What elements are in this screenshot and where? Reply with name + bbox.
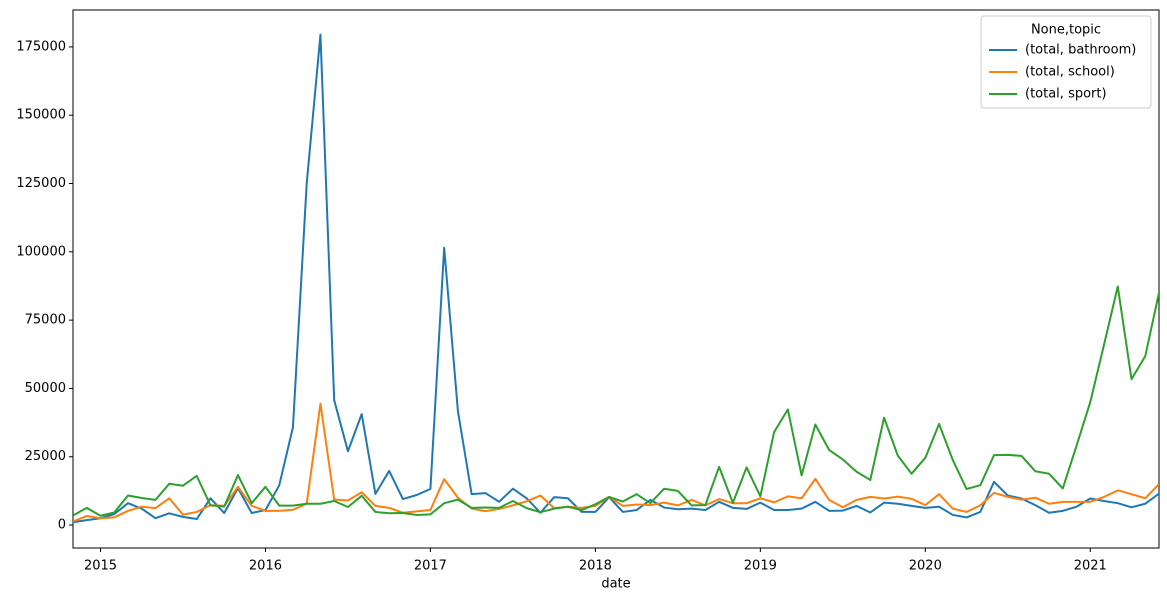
x-tick-label: 2018	[579, 559, 612, 574]
legend-box	[980, 15, 1152, 109]
series-line	[73, 285, 1159, 517]
x-tick-label: 2019	[744, 559, 777, 574]
x-axis-label: date	[601, 577, 630, 592]
y-tick-label: 100000	[16, 244, 66, 259]
y-tick-label: 175000	[16, 39, 66, 54]
legend-label: (total, sport)	[1025, 87, 1107, 102]
x-tick-label: 2021	[1074, 559, 1107, 574]
plot-frame	[72, 9, 1160, 549]
x-tick-label: 2016	[249, 559, 282, 574]
series-line	[73, 33, 1159, 524]
x-tick-label: 2017	[414, 559, 447, 574]
x-tick-label: 2020	[909, 559, 942, 574]
y-tick-label: 75000	[25, 313, 66, 328]
x-tick-label: 2015	[84, 559, 117, 574]
legend-label: (total, school)	[1025, 65, 1115, 80]
legend-title: None,topic	[1031, 23, 1101, 38]
legend-label: (total, bathroom)	[1025, 43, 1136, 58]
y-tick-label: 0	[58, 518, 66, 533]
y-tick-label: 50000	[25, 381, 66, 396]
y-tick-label: 25000	[25, 449, 66, 464]
y-tick-label: 150000	[16, 108, 66, 123]
series-line	[73, 402, 1159, 523]
y-tick-label: 125000	[16, 176, 66, 191]
